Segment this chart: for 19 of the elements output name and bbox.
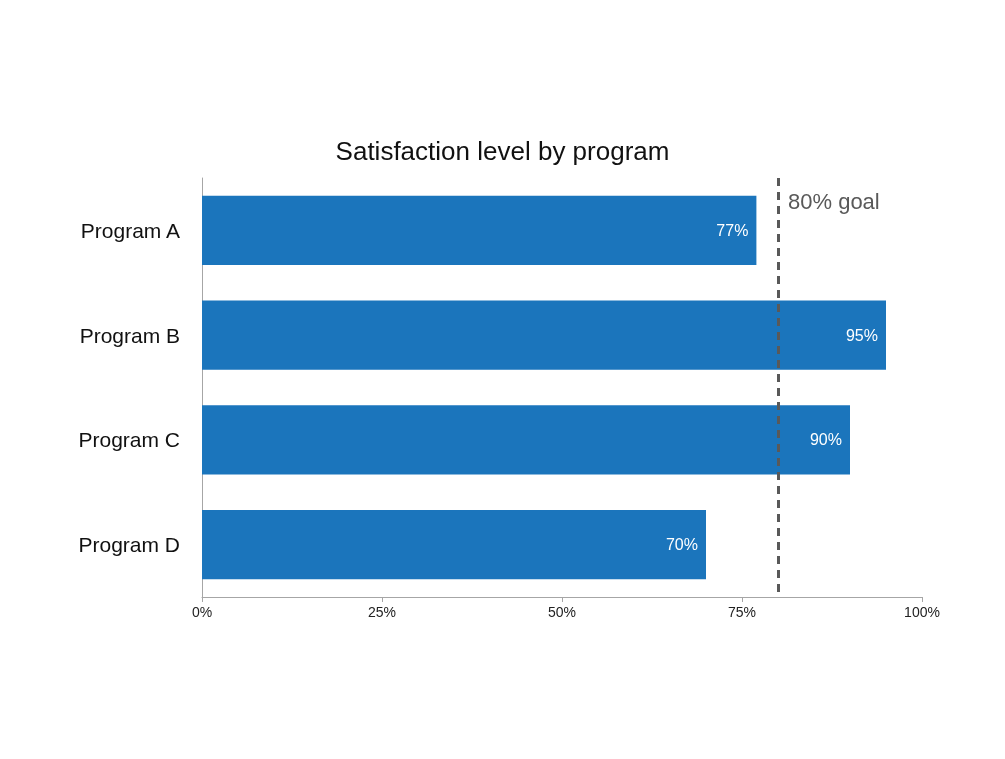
chart-title: Satisfaction level by program (335, 136, 670, 166)
ref-line-label: 80% goal (788, 188, 880, 214)
y-tick-label: Program B (79, 323, 180, 347)
data-label: 90% (809, 431, 842, 449)
data-label: 95% (845, 326, 878, 344)
bar (202, 405, 850, 475)
data-label: 70% (665, 536, 698, 554)
bar (202, 195, 757, 265)
x-tick-label: 50% (547, 604, 577, 620)
x-tick-label: 75% (727, 604, 757, 620)
data-label: 77% (716, 221, 749, 239)
y-tick-label: Program D (78, 533, 180, 557)
y-tick-label: Program C (78, 428, 180, 452)
x-tick-label: 100% (904, 604, 940, 620)
y-tick-label: Program A (80, 218, 180, 242)
bar (202, 510, 706, 580)
bar (202, 300, 886, 370)
x-tick-label: 0% (191, 604, 213, 620)
x-tick-label: 25% (367, 604, 397, 620)
